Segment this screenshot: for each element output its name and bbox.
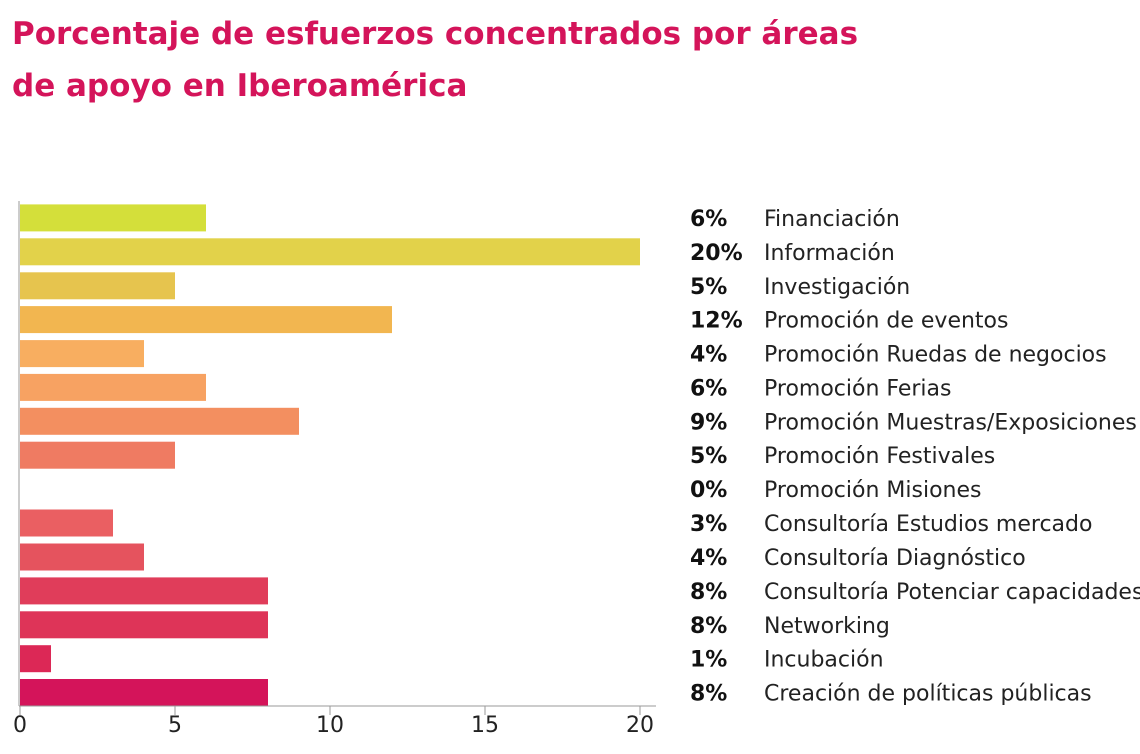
value-label-14: 8% [690, 682, 727, 707]
category-label-13: Incubación [764, 648, 884, 673]
x-tick-label-0: 0 [13, 713, 27, 738]
value-label-0: 6% [690, 207, 727, 232]
category-label-11: Consultoría Potenciar capacidades [764, 580, 1140, 605]
value-label-2: 5% [690, 275, 727, 300]
chart-title-line-1: Porcentaje de esfuerzos concentrados por… [12, 16, 859, 52]
chart-title: Porcentaje de esfuerzos concentrados por… [12, 8, 912, 112]
value-label-9: 3% [690, 512, 727, 537]
x-tick-label-4: 20 [626, 713, 654, 738]
category-list: 6% Financiación 20% Información 5% Investigac… [690, 207, 1140, 707]
bar-7 [20, 441, 175, 469]
axes-group [18, 201, 656, 707]
bars-group [20, 204, 640, 706]
bar-12 [20, 611, 268, 639]
x-tick-label-3: 15 [471, 713, 499, 738]
category-label-0: Financiación [764, 207, 900, 232]
category-label-5: Promoción Ferias [764, 376, 951, 401]
category-label-12: Networking [764, 614, 890, 639]
bar-5 [20, 373, 206, 401]
value-label-6: 9% [690, 410, 727, 435]
bar-1 [20, 238, 640, 266]
bar-11 [20, 577, 268, 605]
value-label-5: 6% [690, 376, 727, 401]
bar-13 [20, 645, 51, 673]
value-label-3: 12% [690, 309, 743, 334]
value-label-7: 5% [690, 444, 727, 469]
value-label-8: 0% [690, 478, 727, 503]
x-tick-label-1: 5 [168, 713, 182, 738]
category-label-2: Investigación [764, 275, 910, 300]
value-label-1: 20% [690, 241, 743, 266]
bar-4 [20, 340, 144, 368]
bar-6 [20, 407, 299, 435]
bar-2 [20, 272, 175, 300]
category-label-14: Creación de políticas públicas [764, 682, 1092, 707]
bar-10 [20, 543, 144, 571]
x-tick-label-2: 10 [316, 713, 344, 738]
bar-9 [20, 509, 113, 537]
value-label-13: 1% [690, 648, 727, 673]
value-label-4: 4% [690, 343, 727, 368]
x-ticks-group: 0 5 10 15 20 [13, 706, 654, 738]
category-label-4: Promoción Ruedas de negocios [764, 343, 1107, 368]
category-label-6: Promoción Muestras/Exposiciones [764, 410, 1137, 435]
bar-3 [20, 306, 392, 334]
bar-0 [20, 204, 206, 232]
value-label-10: 4% [690, 546, 727, 571]
category-label-9: Consultoría Estudios mercado [764, 512, 1092, 537]
category-label-3: Promoción de eventos [764, 309, 1008, 334]
chart-title-line-2: de apoyo en Iberoamérica [12, 68, 468, 104]
value-label-11: 8% [690, 580, 727, 605]
bar-14 [20, 679, 268, 706]
value-label-12: 8% [690, 614, 727, 639]
category-label-10: Consultoría Diagnóstico [764, 546, 1026, 571]
category-label-7: Promoción Festivales [764, 444, 995, 469]
category-label-8: Promoción Misiones [764, 478, 981, 503]
category-label-1: Información [764, 241, 895, 266]
